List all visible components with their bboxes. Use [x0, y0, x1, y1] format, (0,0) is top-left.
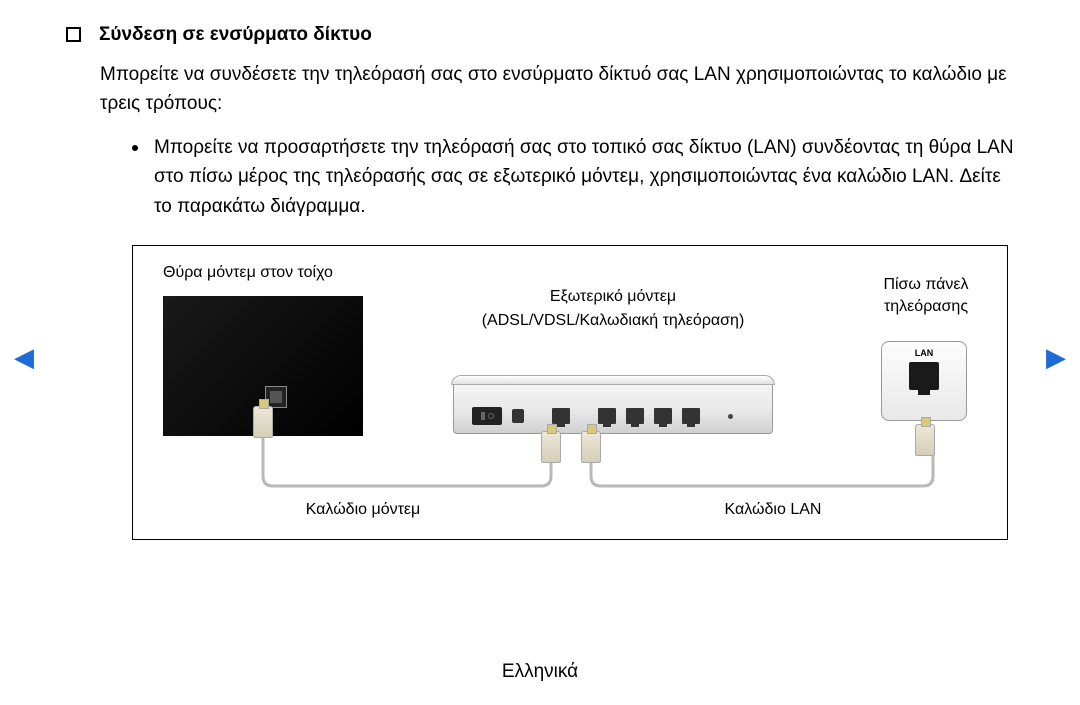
- section-heading: Σύνδεση σε ενσύρματο δίκτυο: [99, 24, 372, 46]
- modem-label-line2: (ADSL/VDSL/Καλωδιακή τηλεόραση): [453, 312, 773, 330]
- rj45-port-icon: [654, 408, 672, 424]
- tv-label-line2: τηλεόρασης: [871, 298, 981, 316]
- rj45-port-icon: [598, 408, 616, 424]
- cable-plug-icon: [915, 424, 935, 456]
- manual-page: Σύνδεση σε ενσύρματο δίκτυο Μπορείτε να …: [0, 0, 1080, 540]
- modem-label: Εξωτερικό μόντεμ (ADSL/VDSL/Καλωδιακή τη…: [453, 288, 773, 330]
- bullet-item: Μπορείτε να προσαρτήσετε την τηλεόρασή σ…: [132, 133, 1020, 221]
- tv-port-label: LAN: [915, 348, 934, 358]
- rj45-port-icon: [552, 408, 570, 424]
- section-heading-row: Σύνδεση σε ενσύρματο δίκτυο: [66, 24, 1020, 46]
- intro-paragraph: Μπορείτε να συνδέσετε την τηλεόρασή σας …: [100, 60, 1020, 119]
- dot-bullet-icon: [132, 145, 138, 151]
- lan-cable-label: Καλώδιο LAN: [693, 501, 853, 519]
- tv-back-panel: LAN: [881, 341, 967, 421]
- modem-ports-row: [472, 407, 754, 425]
- bullet-text: Μπορείτε να προσαρτήσετε την τηλεόρασή σ…: [154, 133, 1020, 221]
- tv-lan-port-icon: [909, 362, 939, 390]
- modem-cable-label: Καλώδιο μόντεμ: [263, 501, 463, 519]
- external-modem: [453, 376, 773, 434]
- tv-panel-label: Πίσω πάνελ τηλεόρασης: [871, 276, 981, 316]
- power-switch-icon: [472, 407, 502, 425]
- cable-plug-icon: [541, 431, 561, 463]
- wall-port-label: Θύρα μόντεμ στον τοίχο: [163, 264, 333, 282]
- language-footer: Ελληνικά: [0, 661, 1080, 683]
- next-page-button[interactable]: ▶: [1046, 342, 1066, 373]
- rj45-port-icon: [626, 408, 644, 424]
- rj45-port-icon: [682, 408, 700, 424]
- prev-page-button[interactable]: ◀: [14, 342, 34, 373]
- cable-plug-icon: [253, 406, 273, 438]
- square-bullet-icon: [66, 27, 81, 42]
- power-jack-icon: [512, 409, 524, 423]
- modem-label-line1: Εξωτερικό μόντεμ: [453, 288, 773, 306]
- led-icon: [728, 414, 733, 419]
- cable-plug-icon: [581, 431, 601, 463]
- tv-label-line1: Πίσω πάνελ: [871, 276, 981, 294]
- connection-diagram: Θύρα μόντεμ στον τοίχο Εξωτερικό μόντεμ …: [132, 245, 1008, 540]
